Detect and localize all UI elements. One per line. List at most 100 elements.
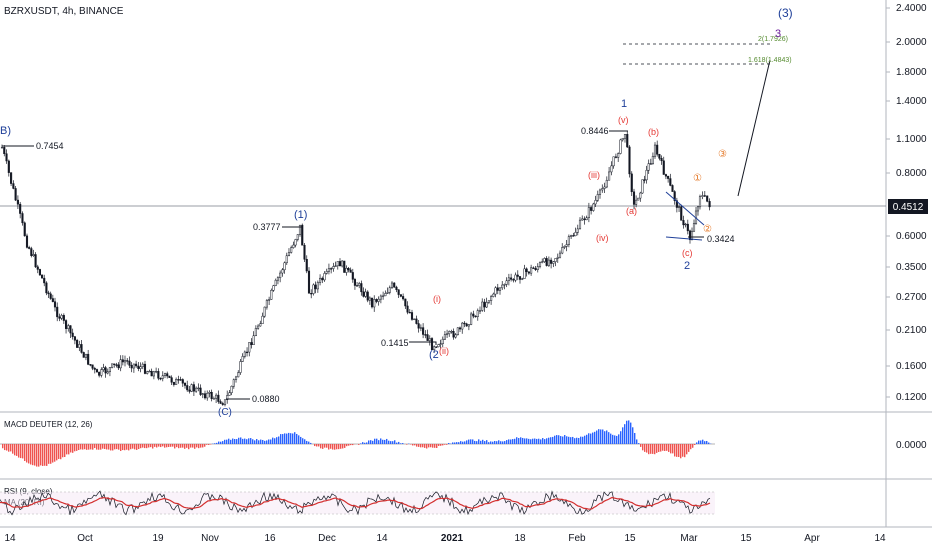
candle-body	[104, 367, 107, 374]
macd-bar	[218, 441, 220, 444]
macd-zero-value: 0.0000	[896, 440, 927, 451]
macd-bar	[498, 440, 500, 444]
macd-bar	[206, 444, 208, 445]
candle-body	[270, 290, 273, 300]
macd-bar	[14, 444, 16, 456]
macd-bar	[682, 444, 684, 457]
candle-body	[587, 207, 590, 219]
candle-body	[179, 379, 182, 381]
macd-bar	[698, 440, 700, 444]
macd-bar	[644, 444, 646, 452]
macd-bar	[662, 444, 664, 451]
candle-body	[36, 266, 39, 270]
candle-body	[305, 258, 308, 272]
macd-bar	[16, 444, 18, 456]
candle-body	[561, 247, 564, 254]
candle-body	[639, 192, 642, 199]
macd-bar	[516, 437, 518, 444]
macd-bar	[330, 444, 332, 449]
candle-body	[545, 258, 548, 266]
macd-bar	[290, 433, 292, 444]
candle-body	[292, 244, 295, 248]
macd-bar	[132, 444, 134, 449]
macd-bar	[116, 444, 118, 450]
macd-bar	[426, 444, 428, 449]
time-axis[interactable]: 14 Oct 19 Nov 16 Dec 14 2021 18 Feb 15 Mar 15 Apr 14	[4, 533, 886, 544]
fib-label-2: 2(1.7926)	[758, 36, 788, 43]
price-axis[interactable]: 2.4000 2.0000 1.8000 1.4000 1.1000 0.8000 0.60…	[886, 3, 927, 403]
candle-body	[272, 285, 275, 291]
candle-body	[210, 391, 213, 399]
candle-body	[558, 252, 562, 258]
candle-body	[221, 403, 224, 405]
price-tick-label: 2.4000	[896, 3, 927, 14]
candle-body	[470, 313, 473, 325]
macd-bar	[284, 433, 286, 444]
macd-bar	[90, 444, 92, 450]
macd-bar	[334, 444, 336, 450]
candle-body	[498, 287, 502, 291]
macd-bar	[514, 438, 516, 444]
macd-bar	[366, 442, 368, 444]
candle-body	[494, 287, 497, 295]
macd-bar	[32, 444, 34, 466]
macd-bar	[20, 444, 22, 459]
candle-body	[503, 284, 506, 286]
macd-bar	[392, 441, 394, 444]
macd-bar	[170, 444, 172, 447]
candle-body	[424, 334, 427, 336]
candle-body	[397, 289, 400, 295]
macd-bar	[708, 442, 710, 444]
candle-body	[139, 366, 142, 369]
macd-bar	[160, 444, 162, 448]
candle-body	[115, 364, 118, 366]
macd-bar	[244, 438, 246, 444]
macd-bar	[258, 440, 260, 444]
time-tick-label: 14	[376, 533, 388, 544]
macd-bar	[152, 444, 154, 449]
candle-body	[208, 391, 211, 394]
candle-body	[296, 234, 299, 240]
price-tick-label: 2.0000	[896, 37, 927, 48]
macd-bar	[232, 438, 234, 444]
macd-bar	[634, 432, 636, 444]
macd-bar	[282, 434, 284, 444]
macd-bar	[238, 437, 240, 444]
candle-body	[25, 235, 29, 248]
current-price-tag: 0.4512	[888, 199, 928, 214]
macd-bar	[324, 444, 326, 448]
macd-bar	[540, 439, 542, 444]
candle-body	[465, 323, 468, 327]
candle-body	[14, 188, 17, 201]
macd-bar	[328, 444, 330, 450]
candle-body	[664, 174, 667, 177]
macd-bar	[320, 444, 322, 449]
candle-body	[373, 299, 376, 308]
time-tick-label: 2021	[441, 533, 464, 544]
time-tick-label: Apr	[804, 533, 820, 544]
macd-bar	[452, 442, 454, 444]
macd-bar	[104, 444, 106, 450]
candle-body	[379, 295, 382, 300]
macd-bar	[604, 431, 606, 444]
macd-bar	[314, 444, 316, 447]
candle-body	[370, 297, 374, 308]
macd-bar	[490, 441, 492, 444]
macd-bar	[660, 444, 662, 452]
candle-body	[102, 367, 105, 370]
macd-bar	[706, 440, 708, 444]
candle-body	[518, 276, 522, 280]
candle-body	[701, 195, 704, 197]
macd-bar	[332, 444, 334, 450]
time-tick-label: Dec	[318, 533, 336, 544]
price-tick-label: 0.6000	[896, 231, 927, 242]
candle-body	[576, 228, 579, 233]
macd-bar	[26, 444, 28, 463]
macd-bar	[628, 420, 630, 444]
macd-bar	[684, 444, 686, 458]
candle-body	[481, 301, 484, 311]
candle-body	[450, 331, 453, 333]
candle-body	[47, 292, 50, 295]
candle-body	[268, 299, 271, 301]
